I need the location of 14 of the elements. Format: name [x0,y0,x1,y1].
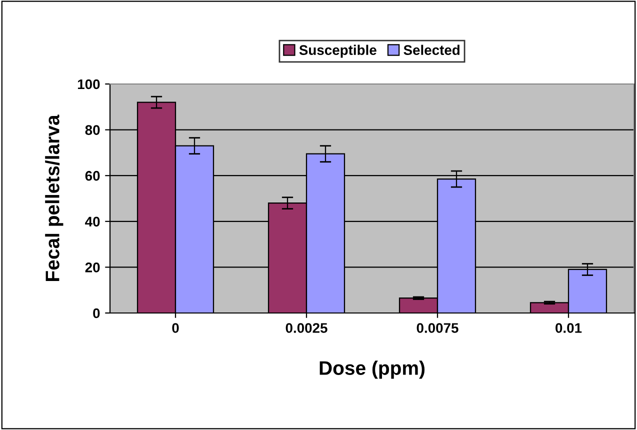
x-tick-label: 0.0075 [416,323,458,333]
y-tick-label: 80 [85,125,100,135]
y-axis-title: Fecal pellets/larva [45,114,64,281]
x-tick-label: 0.01 [556,323,582,333]
x-tick-label: 0 [172,323,179,333]
legend-label: Selected [404,44,460,56]
y-tick-label: 40 [85,216,100,227]
legend-label: Susceptible [299,44,376,58]
y-tick-label: 0 [93,308,100,318]
x-axis-title: Dose (ppm) [320,360,425,379]
x-tick-label: 0.0025 [286,323,328,333]
y-tick-label: 60 [85,170,100,181]
y-tick-label: 100 [78,79,100,90]
y-tick-label: 20 [85,262,100,272]
